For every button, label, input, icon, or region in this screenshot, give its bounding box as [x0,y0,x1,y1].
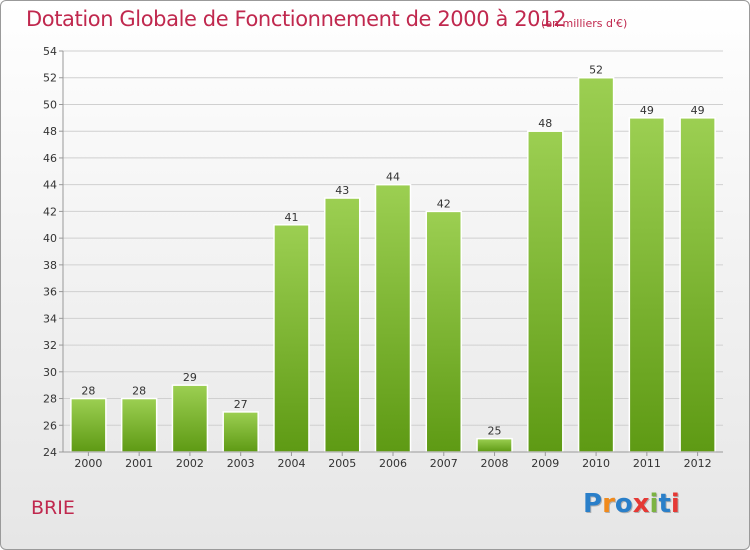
axes: 24 26 28 30 32 34 36 38 40 42 44 46 48 50 52 54 [43,45,723,459]
bar-2005 [323,197,361,453]
bar-2008 [476,437,513,453]
x-tick-label: 2008 [481,457,509,470]
place-name: BRIE [31,497,75,519]
y-tick-label: 44 [43,179,57,192]
data-label: 41 [284,211,298,224]
bars [70,76,716,453]
x-tick-label: 2007 [430,457,458,470]
logo-letter: i [670,489,680,519]
logo-letter: i [649,489,659,519]
data-label: 42 [437,197,451,210]
data-label: 28 [81,385,95,398]
bar-2011 [628,117,666,453]
data-label: 52 [589,64,603,77]
y-tick-label: 24 [43,446,57,459]
chart-unit-note: (en milliers d'€) [541,17,628,30]
data-label: 49 [691,104,705,117]
y-tick-label: 46 [43,152,57,165]
bar-2001 [120,397,158,453]
y-tick-label: 32 [43,339,57,352]
x-tick-label: 2006 [379,457,407,470]
data-label: 27 [234,398,248,411]
y-tick-label: 26 [43,419,57,432]
y-tick-label: 50 [43,98,57,111]
data-label: 29 [183,371,197,384]
bar-2004 [273,224,310,453]
logo-letter: o [614,489,633,519]
x-tick-label: 2000 [74,457,102,470]
x-tick-label: 2001 [125,457,153,470]
y-tick-label: 30 [43,366,57,379]
x-tick-label: 2009 [531,457,559,470]
x-tick-label: 2005 [328,457,356,470]
logo-letter: r [602,489,615,519]
bar-2007 [425,210,463,453]
x-tick-label: 2003 [227,457,255,470]
data-labels: 28 2000 28 2001 29 2002 27 2003 41 2004 43 2005 44 20… [74,64,711,470]
data-label: 44 [386,171,400,184]
y-tick-label: 38 [43,259,57,272]
y-tick-label: 42 [43,205,57,218]
y-tick-label: 40 [43,232,57,245]
y-tick-label: 36 [43,286,57,299]
logo-letter: P [583,489,603,519]
y-tick-label: 52 [43,72,57,85]
y-tick-label: 28 [43,393,57,406]
data-label: 25 [488,425,502,438]
data-label: 43 [335,184,349,197]
logo-letter: t [658,489,671,519]
bar-2000 [70,397,107,453]
data-label: 48 [538,117,552,130]
proxiti-logo: Proxiti [583,489,680,519]
bar-2003 [222,411,259,453]
y-tick-label: 54 [43,45,57,58]
x-tick-label: 2010 [582,457,610,470]
bar-2006 [374,183,412,453]
chart-title: Dotation Globale de Fonctionnement de 20… [26,7,567,31]
x-tick-label: 2012 [684,457,712,470]
bar-2009 [527,130,564,453]
x-tick-label: 2011 [633,457,661,470]
y-tick-label: 34 [43,312,57,325]
x-tick-label: 2002 [176,457,204,470]
y-tick-label: 48 [43,125,57,138]
bar-2012 [679,117,716,453]
bar-2010 [577,76,615,453]
data-label: 49 [640,104,654,117]
data-label: 28 [132,385,146,398]
x-tick-label: 2004 [277,457,305,470]
bar-2002 [171,384,209,453]
logo-letter: x [632,489,650,519]
